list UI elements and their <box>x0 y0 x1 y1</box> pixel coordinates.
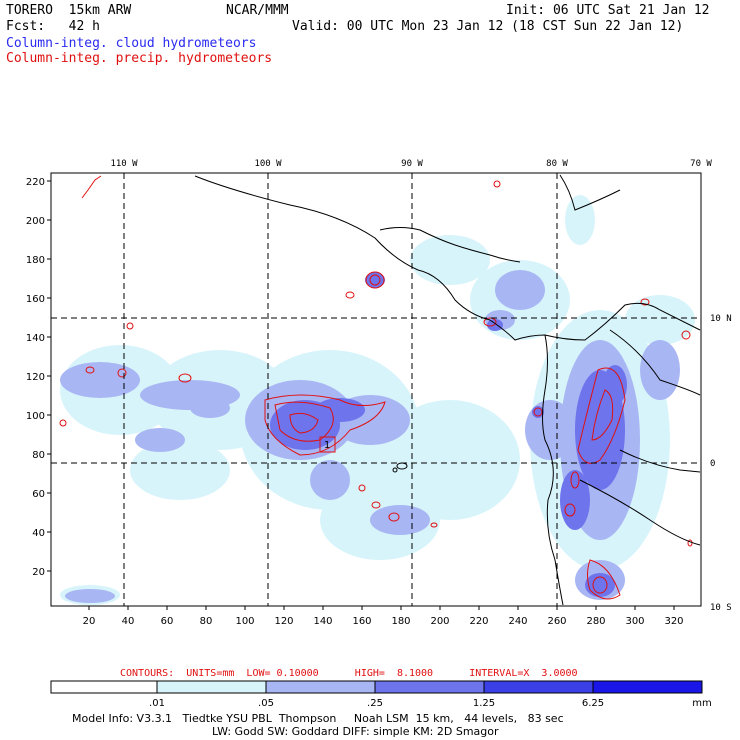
lon-label-70w: 70 W <box>690 159 712 169</box>
x-tick-label: 200 <box>430 616 449 627</box>
init-time: Init: 06 UTC Sat 21 Jan 12 <box>506 3 710 18</box>
x-tick-label: 100 <box>235 616 254 627</box>
colorbar-bin <box>374 680 485 694</box>
x-tick-label: 220 <box>469 616 488 627</box>
y-tick-marks <box>47 180 51 572</box>
field-cloud-label: Column-integ. cloud hydrometeors <box>6 36 257 51</box>
x-tick-label: 20 <box>83 616 96 627</box>
colorbar-bin <box>156 680 267 694</box>
colorbar <box>50 680 703 694</box>
colorbar-label: .25 <box>367 698 383 709</box>
x-tick-label: 260 <box>547 616 566 627</box>
y-tick-label: 80 <box>32 450 45 461</box>
lon-labels: 110 W 100 W 90 W 80 W 70 W <box>110 159 712 169</box>
y-tick-label: 120 <box>26 372 45 383</box>
cloud-medium-areas <box>60 270 680 603</box>
y-tick-label: 100 <box>26 411 45 422</box>
forecast-hour: Fcst: 42 h <box>6 19 100 34</box>
x-tick-label: 280 <box>586 616 605 627</box>
x-tick-label: 160 <box>352 616 371 627</box>
station-marker <box>319 436 336 453</box>
model-info-line1: Model Info: V3.3.1 Tiedtke YSU PBL Thomp… <box>72 712 564 725</box>
colorbar-bin <box>265 680 376 694</box>
lon-label-110w: 110 W <box>110 159 138 169</box>
colorbar-bin <box>592 680 703 694</box>
field-precip-label: Column-integ. precip. hydrometeors <box>6 51 273 66</box>
y-tick-label: 140 <box>26 333 45 344</box>
colorbar-label: 1.25 <box>473 698 495 709</box>
y-tick-label: 20 <box>32 567 45 578</box>
lat-label-10s: 10 S <box>710 603 732 613</box>
organization-label: NCAR/MMM <box>226 3 289 18</box>
coastlines <box>194 174 701 606</box>
lon-label-80w: 80 W <box>546 159 568 169</box>
colorbar-bin <box>50 680 158 694</box>
x-tick-labels: 20 40 60 80 100 120 140 160 180 200 220 … <box>83 616 684 627</box>
lat-label-0: 0 <box>710 459 715 469</box>
y-tick-label: 200 <box>26 216 45 227</box>
x-tick-label: 120 <box>274 616 293 627</box>
y-tick-label: 180 <box>26 255 45 266</box>
x-tick-label: 300 <box>625 616 644 627</box>
model-title: TORERO 15km ARW <box>6 3 132 18</box>
lon-label-90w: 90 W <box>401 159 423 169</box>
x-tick-label: 240 <box>508 616 527 627</box>
lat-labels: 10 N 0 10 S <box>710 314 732 613</box>
contour-info: CONTOURS: UNITS=mm LOW= 0.10000 HIGH= 8.… <box>120 668 578 679</box>
lon-label-100w: 100 W <box>254 159 282 169</box>
x-tick-label: 40 <box>122 616 135 627</box>
x-tick-label: 80 <box>200 616 213 627</box>
colorbar-unit: mm <box>692 698 711 709</box>
colorbar-label: .01 <box>149 698 165 709</box>
y-tick-label: 220 <box>26 177 45 188</box>
lat-label-10n: 10 N <box>710 314 732 324</box>
x-tick-marks <box>88 606 675 610</box>
map-border <box>50 172 702 607</box>
model-info-line2: LW: Godd SW: Goddard DIFF: simple KM: 2D… <box>212 725 499 738</box>
x-tick-label: 140 <box>313 616 332 627</box>
latlon-grid <box>51 173 701 606</box>
colorbar-labels: .01 .05 .25 1.25 6.25 mm <box>149 698 712 709</box>
x-tick-label: 60 <box>161 616 174 627</box>
y-tick-label: 60 <box>32 489 45 500</box>
x-tick-label: 180 <box>391 616 410 627</box>
colorbar-label: 6.25 <box>582 698 604 709</box>
colorbar-bin <box>483 680 594 694</box>
x-tick-label: 320 <box>664 616 683 627</box>
valid-time: Valid: 00 UTC Mon 23 Jan 12 (18 CST Sun … <box>292 19 684 34</box>
station-label: 1 <box>324 440 330 451</box>
y-tick-label: 160 <box>26 294 45 305</box>
precip-contours <box>59 175 693 600</box>
y-tick-labels: 20 40 60 80 100 120 140 160 180 200 220 <box>26 177 45 578</box>
colorbar-label: .05 <box>258 698 274 709</box>
y-tick-label: 40 <box>32 528 45 539</box>
